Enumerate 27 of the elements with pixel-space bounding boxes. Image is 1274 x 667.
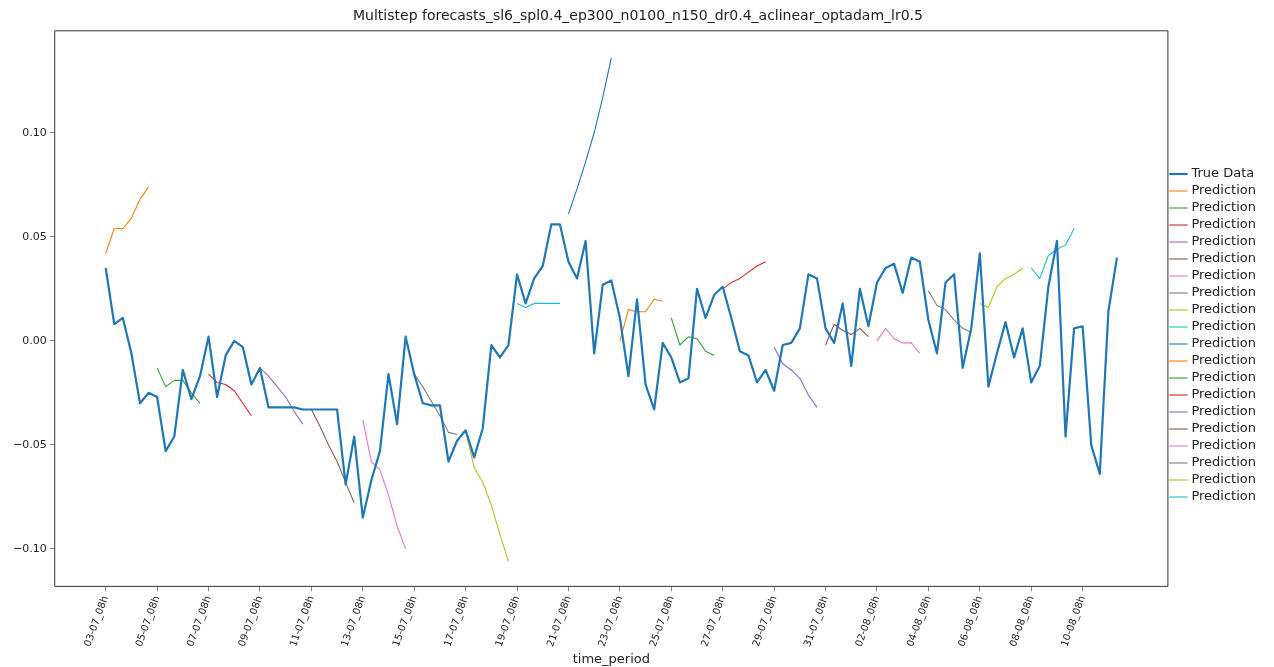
legend-label: Prediction (1191, 233, 1257, 249)
legend-label: Prediction (1191, 471, 1257, 487)
chart-title: Multistep forecasts_sl6_spl0.4_ep300_n0100_n150_dr0.4_aclinear_optadam_lr0.5 (353, 7, 923, 24)
y-tick-label: −0.10 (12, 541, 47, 555)
legend-label: Prediction (1191, 182, 1257, 198)
y-tick-label: −0.05 (12, 437, 47, 451)
y-tick-label: 0.05 (22, 229, 47, 243)
legend-label: Prediction (1191, 369, 1257, 385)
legend-label: True Data (1190, 165, 1255, 181)
legend-label: Prediction (1191, 318, 1257, 334)
legend-label: Prediction (1191, 420, 1257, 436)
legend-label: Prediction (1191, 335, 1257, 351)
legend-label: Prediction (1191, 267, 1257, 283)
legend-label: Prediction (1191, 386, 1257, 402)
legend-label: Prediction (1191, 250, 1257, 266)
legend-label: Prediction (1191, 454, 1257, 470)
legend-label: Prediction (1191, 352, 1257, 368)
legend-label: Prediction (1191, 301, 1257, 317)
legend-label: Prediction (1191, 488, 1257, 504)
legend-label: Prediction (1191, 199, 1257, 215)
y-tick-label: 0.10 (22, 125, 47, 139)
y-tick-label: 0.00 (22, 333, 47, 347)
legend-label: Prediction (1191, 216, 1257, 232)
legend-label: Prediction (1191, 437, 1257, 453)
x-axis-title: time_period (572, 650, 650, 666)
legend-label: Prediction (1191, 284, 1257, 300)
legend-label: Prediction (1191, 403, 1257, 419)
